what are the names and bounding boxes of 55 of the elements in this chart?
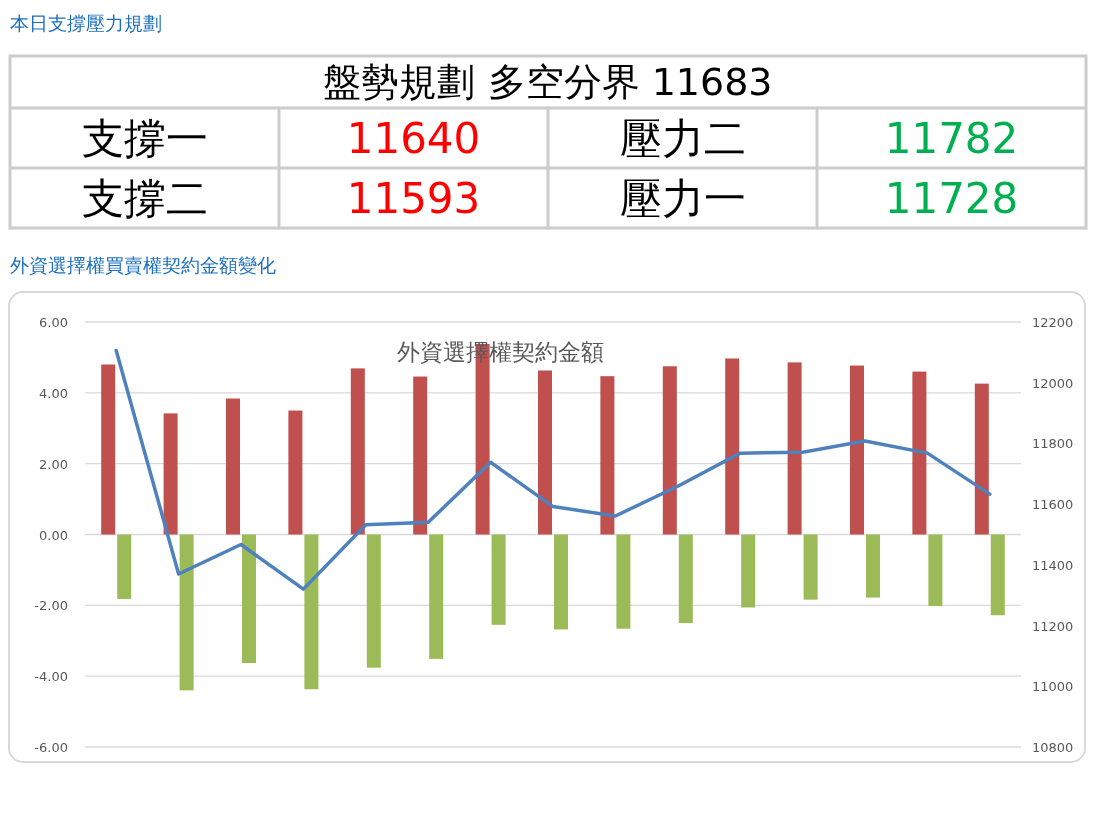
- y2-tick-label: 10800: [1032, 740, 1074, 755]
- bar: [429, 534, 444, 659]
- bar: [117, 534, 132, 599]
- y2-tick-label: 11200: [1032, 618, 1074, 634]
- text: 11782: [884, 114, 1019, 163]
- bar: [928, 534, 943, 607]
- bar: [600, 376, 615, 535]
- bar: [413, 376, 428, 535]
- bar: [725, 358, 740, 535]
- bar: [803, 534, 818, 600]
- y-tick-label: -4.00: [34, 669, 68, 685]
- y2-tick-label: 12200: [1032, 315, 1074, 330]
- bar: [554, 534, 568, 630]
- chart-title: 外資選擇權買賣權契約金額變化: [10, 254, 276, 276]
- bar: [163, 413, 178, 535]
- bar: [741, 534, 756, 608]
- bar: [179, 534, 194, 691]
- bar: [226, 398, 240, 535]
- text: 11593: [346, 174, 481, 223]
- bar: [101, 364, 116, 535]
- y2-tick-label: 11600: [1032, 497, 1074, 513]
- text: 支撐一: [81, 114, 208, 163]
- text: 盤勢規劃 多空分界 11683: [323, 60, 773, 104]
- bar: [616, 534, 631, 629]
- y-tick-label: 2.00: [39, 456, 68, 472]
- text: 支撐二: [81, 174, 208, 223]
- bar: [304, 534, 319, 690]
- text: 11640: [346, 114, 481, 163]
- text: 壓力一: [619, 174, 746, 223]
- bar: [678, 534, 693, 624]
- y-tick-label: 4.00: [39, 385, 68, 401]
- y-tick-label: -6.00: [34, 740, 68, 755]
- y2-tick-label: 11400: [1032, 557, 1074, 573]
- bar: [974, 383, 989, 535]
- y2-tick-label: 12000: [1032, 375, 1074, 391]
- bar: [350, 368, 365, 535]
- text: 本日支撐壓力規劃: [10, 12, 162, 34]
- bar: [866, 534, 880, 598]
- y-tick-label: 6.00: [39, 315, 68, 330]
- bar: [912, 371, 927, 535]
- bar: [366, 534, 381, 668]
- y-tick-label: -2.00: [34, 598, 68, 614]
- bar: [787, 362, 802, 535]
- bar: [850, 365, 864, 535]
- y2-tick-label: 11800: [1032, 436, 1074, 452]
- bar: [662, 366, 677, 535]
- bar: [288, 410, 303, 535]
- bar: [990, 534, 1005, 616]
- bar: [491, 534, 506, 625]
- y2-tick-label: 11000: [1032, 679, 1074, 695]
- bar: [242, 534, 256, 664]
- text: 壓力二: [619, 114, 746, 163]
- y-tick-label: 0.00: [39, 527, 68, 543]
- bar: [538, 370, 552, 535]
- text: 11728: [884, 174, 1019, 223]
